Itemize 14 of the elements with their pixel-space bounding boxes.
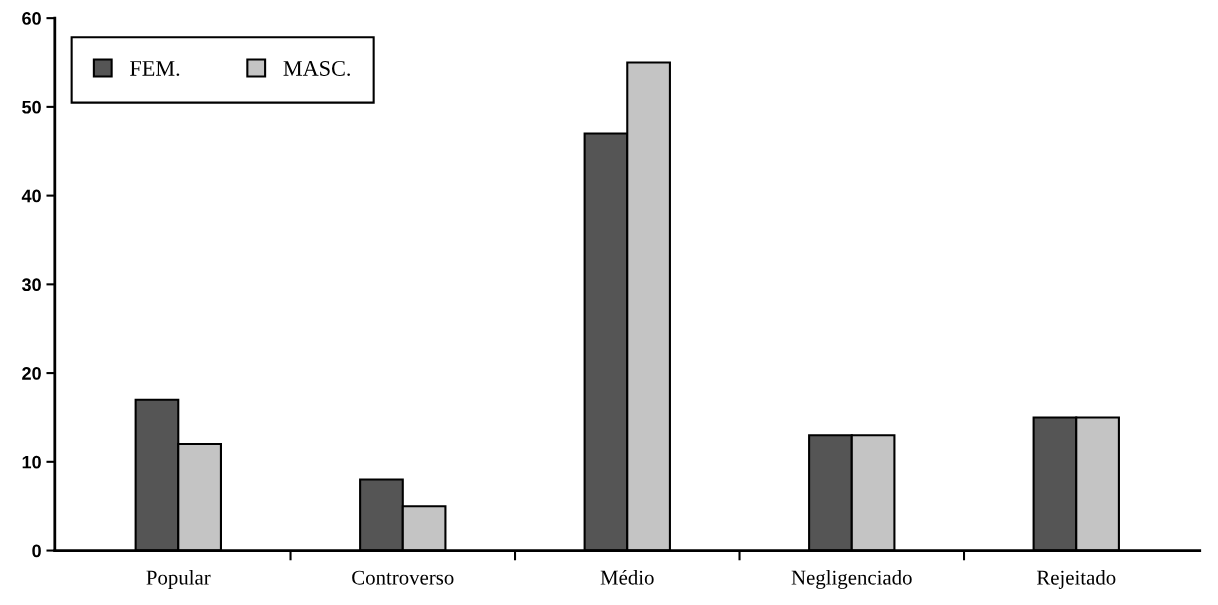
x-tick-label: Rejeitado xyxy=(1036,569,1116,589)
legend-label: FEM. xyxy=(130,61,180,77)
y-tick-label: 20 xyxy=(22,367,41,380)
x-tick-label: Negligenciado xyxy=(791,569,912,589)
y-tick-label: 40 xyxy=(21,189,41,203)
y-tick-label: 0 xyxy=(32,544,41,558)
legend-label: MASC. xyxy=(283,60,350,77)
y-tick-label: 30 xyxy=(21,278,41,292)
x-tick-label: Controverso xyxy=(352,570,454,585)
x-tick-label: Médio xyxy=(600,569,654,585)
x-tick-label: Popular xyxy=(146,569,211,589)
y-tick-label: 60 xyxy=(22,12,41,25)
y-tick-label: 10 xyxy=(22,455,41,469)
y-tick-label: 50 xyxy=(22,100,41,114)
